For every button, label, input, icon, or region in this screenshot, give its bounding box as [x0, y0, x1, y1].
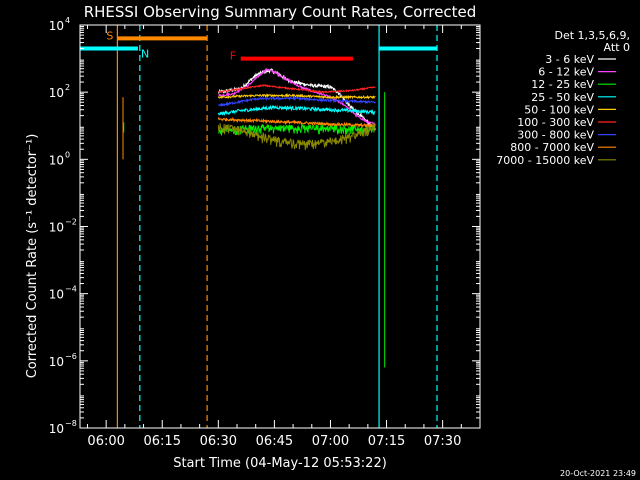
legend-label-5: 100 - 300 keV — [517, 116, 594, 129]
legend-label-0: 3 - 6 keV — [545, 53, 594, 66]
y-tick-label: 10 — [49, 153, 64, 167]
interval-label-3: F — [230, 50, 236, 63]
legend-label-2: 12 - 25 keV — [531, 78, 594, 91]
y-tick-exponent: 2 — [65, 83, 70, 92]
y-tick-exponent: −8 — [65, 419, 77, 428]
series-line-8 — [217, 123, 376, 150]
y-tick-exponent: −4 — [65, 285, 77, 294]
legend-header-line2: Att 0 — [604, 41, 630, 54]
y-tick-exponent: −2 — [65, 218, 77, 227]
legend-header-line1: Det 1,3,5,6,9, — [554, 29, 630, 42]
x-tick-label: 06:30 — [200, 434, 237, 449]
chart-title: RHESSI Observing Summary Count Rates, Co… — [84, 3, 477, 21]
y-axis-label: Corrected Count Rate (s⁻¹ detector⁻¹) — [25, 134, 40, 379]
x-tick-label: 06:15 — [144, 434, 181, 449]
series-line-0 — [217, 67, 376, 131]
y-tick-label: 10 — [49, 19, 64, 33]
x-tick-label: 06:45 — [256, 434, 293, 449]
y-tick-exponent: 0 — [65, 150, 70, 159]
y-tick-exponent: 4 — [65, 16, 70, 25]
series-line-7 — [217, 116, 376, 129]
legend-label-6: 300 - 800 keV — [517, 129, 594, 142]
x-axis-label: Start Time (04-May-12 05:53:22) — [173, 456, 387, 471]
y-tick-label: 10 — [49, 422, 64, 436]
series-line-6 — [218, 95, 376, 108]
footer-timestamp: 20-Oct-2021 23:49 — [560, 469, 636, 478]
legend-label-7: 800 - 7000 keV — [510, 141, 594, 154]
legend-label-4: 50 - 100 keV — [524, 103, 594, 116]
legend-label-1: 6 - 12 keV — [538, 66, 594, 79]
legend-label-8: 7000 - 15000 keV — [496, 154, 594, 167]
y-tick-label: 10 — [49, 221, 64, 235]
plot-area: S N F — [80, 25, 438, 428]
legend-label-3: 25 - 50 keV — [531, 91, 594, 104]
y-tick-exponent: −6 — [65, 352, 77, 361]
y-tick-label: 10 — [49, 355, 64, 369]
y-tick-label: 10 — [49, 288, 64, 302]
interval-label-1: N — [141, 48, 149, 61]
x-tick-label: 07:00 — [312, 434, 349, 449]
series-group — [80, 25, 438, 428]
series-line-4 — [217, 92, 376, 101]
series-line-5 — [218, 84, 376, 95]
x-tick-label: 07:15 — [368, 434, 405, 449]
y-tick-label: 10 — [49, 86, 64, 100]
series-line-3 — [217, 104, 376, 117]
x-tick-label: 06:00 — [87, 434, 124, 449]
x-tick-label: 07:30 — [424, 434, 461, 449]
interval-label-0: S — [106, 29, 113, 42]
